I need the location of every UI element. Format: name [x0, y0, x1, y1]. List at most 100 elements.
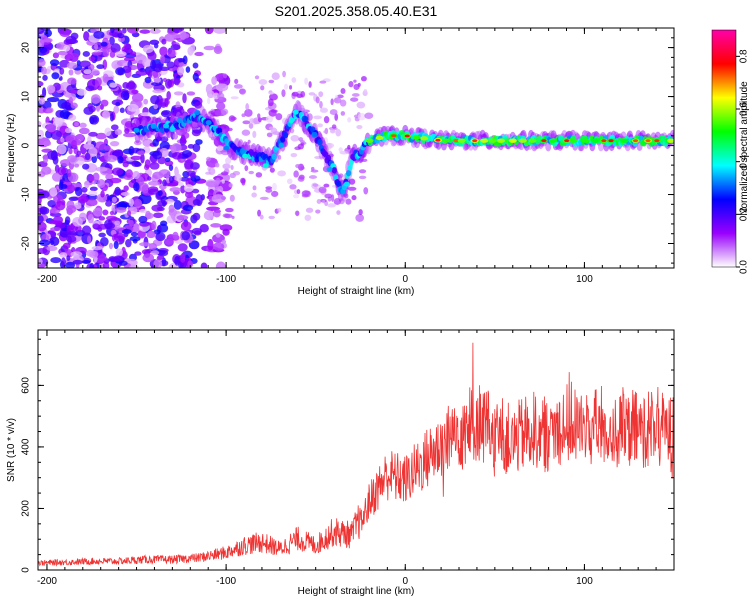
heatmap-noise-blob — [213, 28, 227, 34]
heatmap-ridge-hot — [666, 138, 674, 143]
heatmap-noise-blob — [109, 140, 120, 147]
heatmap-noise-blob — [295, 210, 300, 217]
heatmap-noise-blob — [79, 122, 87, 128]
heatmap-noise-blob — [38, 28, 45, 35]
heatmap-noise-blob — [157, 190, 163, 197]
heatmap-noise-blob — [46, 123, 57, 133]
heatmap-noise-blob — [59, 109, 70, 119]
heatmap-noise-blob — [181, 150, 193, 158]
heatmap-noise-blob — [120, 191, 130, 196]
heatmap-noise-blob — [119, 107, 125, 114]
heatmap-noise-blob — [149, 162, 160, 170]
heatmap-ridge-hot — [569, 138, 578, 143]
heatmap-noise-blob — [131, 89, 139, 95]
heatmap-noise-blob — [192, 143, 201, 153]
heatmap-noise-blob — [109, 36, 115, 46]
heatmap-noise-blob — [149, 28, 161, 34]
heatmap-noise-blob — [184, 191, 194, 199]
heatmap-noise-blob — [267, 98, 274, 107]
heatmap-noise-blob — [347, 186, 357, 191]
heatmap-noise-blob — [212, 233, 225, 243]
heatmap-noise-blob — [64, 127, 73, 134]
heatmap-noise-blob — [109, 210, 115, 216]
heatmap-ytick-label: 20 — [21, 42, 32, 54]
heatmap-noise-blob — [38, 38, 45, 49]
heatmap-noise-blob — [60, 257, 66, 267]
snr-xtick-label: -200 — [37, 576, 57, 587]
heatmap-ridge-hot — [365, 138, 374, 143]
heatmap-noise-blob — [296, 189, 301, 195]
heatmap-noise-blob — [141, 249, 151, 255]
heatmap-noise-blob — [72, 216, 83, 227]
heatmap-noise-blob — [92, 207, 103, 217]
heatmap-noise-blob — [215, 83, 229, 92]
heatmap-noise-blob — [248, 123, 254, 129]
heatmap-noise-blob — [46, 245, 58, 251]
heatmap-noise-blob — [301, 194, 309, 198]
heatmap-noise-blob — [186, 170, 196, 177]
heatmap-noise-blob — [228, 183, 234, 188]
heatmap-noise-blob — [150, 250, 160, 256]
heatmap-noise-blob — [358, 175, 367, 180]
heatmap-ridge-hot — [548, 138, 557, 143]
heatmap-noise-blob — [192, 198, 201, 206]
heatmap-noise-blob — [195, 139, 203, 145]
heatmap-noise-blob — [70, 102, 78, 109]
heatmap-noise-blob — [144, 159, 151, 169]
heatmap-noise-blob — [339, 99, 347, 107]
heatmap-noise-blob — [74, 186, 83, 197]
colorbar-tick-label: 0.2 — [739, 207, 750, 221]
heatmap-ridge-core — [317, 138, 323, 146]
heatmap-noise-blob — [136, 150, 145, 156]
heatmap-noise-blob — [104, 127, 112, 137]
heatmap-noise-blob — [239, 88, 247, 95]
heatmap-noise-blob — [142, 58, 152, 67]
heatmap-noise-blob — [210, 223, 222, 228]
heatmap-noise-blob — [133, 182, 140, 192]
heatmap-noise-blob — [105, 154, 118, 163]
heatmap-noise-blob — [211, 76, 217, 86]
heatmap-noise-blob — [207, 97, 211, 105]
heatmap-noise-blob — [194, 101, 203, 109]
heatmap-ridge-spot — [343, 181, 350, 187]
heatmap-ridge-peak — [645, 139, 651, 143]
heatmap-noise-blob — [103, 145, 111, 151]
heatmap-ridge-peak — [601, 139, 607, 143]
heatmap-noise-blob — [357, 113, 366, 121]
snr-ylabel: SNR (10 * v/v) — [6, 418, 17, 482]
heatmap-noise-blob — [206, 156, 212, 162]
heatmap-noise-blob — [147, 51, 157, 61]
heatmap-noise-blob — [113, 232, 126, 242]
heatmap-noise-blob — [225, 207, 234, 213]
heatmap-noise-blob — [206, 90, 215, 99]
heatmap-noise-blob — [230, 165, 234, 171]
heatmap-noise-blob — [171, 33, 183, 39]
heatmap-noise-blob — [38, 97, 46, 105]
heatmap-noise-blob — [67, 77, 77, 85]
heatmap-noise-blob — [50, 226, 62, 232]
heatmap-noise-blob — [83, 31, 90, 42]
heatmap-noise-blob — [220, 196, 227, 201]
heatmap-noise-blob — [137, 230, 146, 238]
heatmap-noise-blob — [52, 52, 60, 59]
heatmap-ridge-spot — [194, 110, 201, 116]
heatmap-noise-blob — [145, 212, 154, 219]
heatmap-ridge-core — [271, 153, 277, 160]
heatmap-noise-blob — [275, 113, 283, 121]
heatmap-noise-blob — [230, 116, 237, 121]
snr-xtick-label: 100 — [576, 576, 593, 587]
heatmap-ridge-spot — [205, 120, 212, 126]
heatmap-noise-blob — [88, 147, 98, 157]
heatmap-noise-blob — [323, 130, 327, 134]
heatmap-noise-blob — [251, 192, 257, 198]
heatmap-noise-blob — [59, 252, 68, 258]
heatmap-noise-blob — [52, 155, 59, 165]
heatmap-noise-blob — [300, 139, 305, 143]
heatmap-noise-blob — [200, 262, 208, 268]
heatmap-noise-blob — [329, 129, 336, 134]
heatmap-noise-blob — [308, 92, 316, 96]
heatmap-noise-blob — [94, 141, 107, 151]
heatmap-noise-blob — [168, 164, 174, 172]
heatmap-noise-blob — [347, 144, 351, 150]
heatmap-noise-blob — [135, 70, 148, 76]
